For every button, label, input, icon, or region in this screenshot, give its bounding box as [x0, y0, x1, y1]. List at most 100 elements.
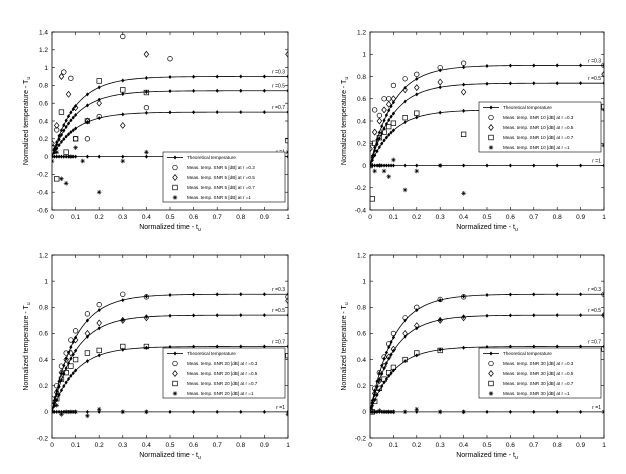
legend-label: Meas. temp. SNR 10 [dB] at r =0.3 [503, 115, 574, 120]
curve-label: r =0.3 [588, 287, 601, 293]
series-4 [52, 403, 288, 419]
data-point [120, 33, 126, 40]
theory-point [85, 103, 89, 108]
theory-point [370, 158, 374, 163]
data-point [143, 104, 150, 111]
theory-point [438, 298, 442, 303]
theory-point [74, 103, 78, 108]
theory-point [555, 292, 559, 297]
data-point [601, 143, 604, 148]
theory-point [71, 154, 75, 159]
theory-point [555, 409, 559, 414]
x-tick-label: 0.8 [553, 442, 562, 449]
theory-point [144, 110, 148, 115]
theory-point [377, 130, 381, 135]
curve-label: r =1 [592, 405, 601, 411]
data-point [54, 149, 60, 155]
theory-point [532, 313, 536, 318]
theory-point [579, 344, 583, 349]
theory-point [415, 115, 419, 120]
series-1 [52, 33, 173, 151]
theory-point [121, 78, 125, 83]
data-point [460, 88, 467, 96]
theory-point [64, 124, 68, 129]
theory-point [532, 81, 536, 86]
theory-point [286, 74, 288, 79]
theory-point [262, 313, 266, 318]
data-point [414, 304, 420, 310]
theory-point [192, 74, 196, 79]
data-point [54, 383, 60, 389]
theory-point [62, 128, 66, 133]
data-point [59, 412, 64, 417]
theory-point [59, 388, 64, 393]
curve-label: r =1 [592, 159, 601, 165]
theory-point [415, 76, 419, 81]
theory-point [97, 85, 101, 90]
legend-marker [172, 370, 178, 377]
theory-point [485, 163, 489, 168]
theory-point [377, 145, 381, 150]
data-point [143, 314, 150, 322]
curve-label: r =0.5 [588, 308, 601, 314]
data-point [370, 409, 373, 415]
y-tick-label: 0.4 [357, 357, 366, 364]
data-point [143, 50, 150, 58]
theory-point [69, 110, 73, 115]
theory-point [55, 392, 59, 397]
series-2 [52, 297, 288, 409]
legend-theory-marker [173, 351, 177, 356]
data-point [96, 406, 102, 412]
theory-point [66, 361, 71, 366]
theory-point [62, 154, 66, 159]
data-point [391, 157, 396, 163]
data-point [63, 369, 69, 376]
y-tick-label: 0.4 [39, 357, 48, 364]
data-point [63, 356, 69, 364]
theory-point [555, 344, 559, 349]
theory-point [555, 163, 559, 168]
data-point [285, 294, 288, 300]
theory-point [52, 409, 56, 414]
data-point [437, 409, 443, 415]
theory-point [85, 318, 89, 323]
theory-point [375, 149, 379, 154]
legend-label: Meas. temp. SNR 5 [dB] at r =0.7 [187, 185, 255, 190]
y-tick-label: 1.4 [39, 29, 48, 36]
theory-point [485, 293, 489, 298]
theory-point [262, 409, 266, 414]
data-point [52, 401, 55, 409]
legend-label: Theoretical temperature [187, 155, 236, 160]
data-point [385, 100, 392, 108]
data-point [402, 356, 408, 363]
theory-point [239, 344, 243, 349]
legend-label: Meas. temp. SNR 30 [dB] at r =0.3 [503, 361, 574, 366]
data-point [285, 137, 288, 144]
theory-point [286, 110, 288, 115]
x-axis-label: Normalized time - tu [139, 224, 201, 233]
y-tick-label: 1.2 [357, 29, 366, 36]
theory-point [239, 292, 243, 297]
theory-point [382, 126, 386, 131]
data-point [402, 187, 408, 193]
series-2 [370, 70, 604, 153]
data-point [414, 322, 420, 330]
theory-point [377, 136, 381, 141]
data-point [437, 347, 443, 354]
data-point [52, 402, 55, 408]
y-tick-label: 0.8 [357, 74, 366, 81]
data-point [390, 345, 397, 353]
theory-point [69, 118, 73, 123]
curve-label: r =1 [276, 405, 285, 411]
theory-point [532, 63, 536, 68]
y-tick-label: 1.2 [39, 252, 48, 259]
theory-point [391, 335, 395, 340]
theory-point [192, 409, 196, 414]
theory-point [375, 379, 379, 384]
data-point [370, 402, 373, 408]
legend-box [478, 101, 602, 153]
data-point [144, 149, 149, 155]
x-tick-label: 0.2 [95, 442, 104, 449]
curve-label: r =0.3 [588, 58, 601, 64]
